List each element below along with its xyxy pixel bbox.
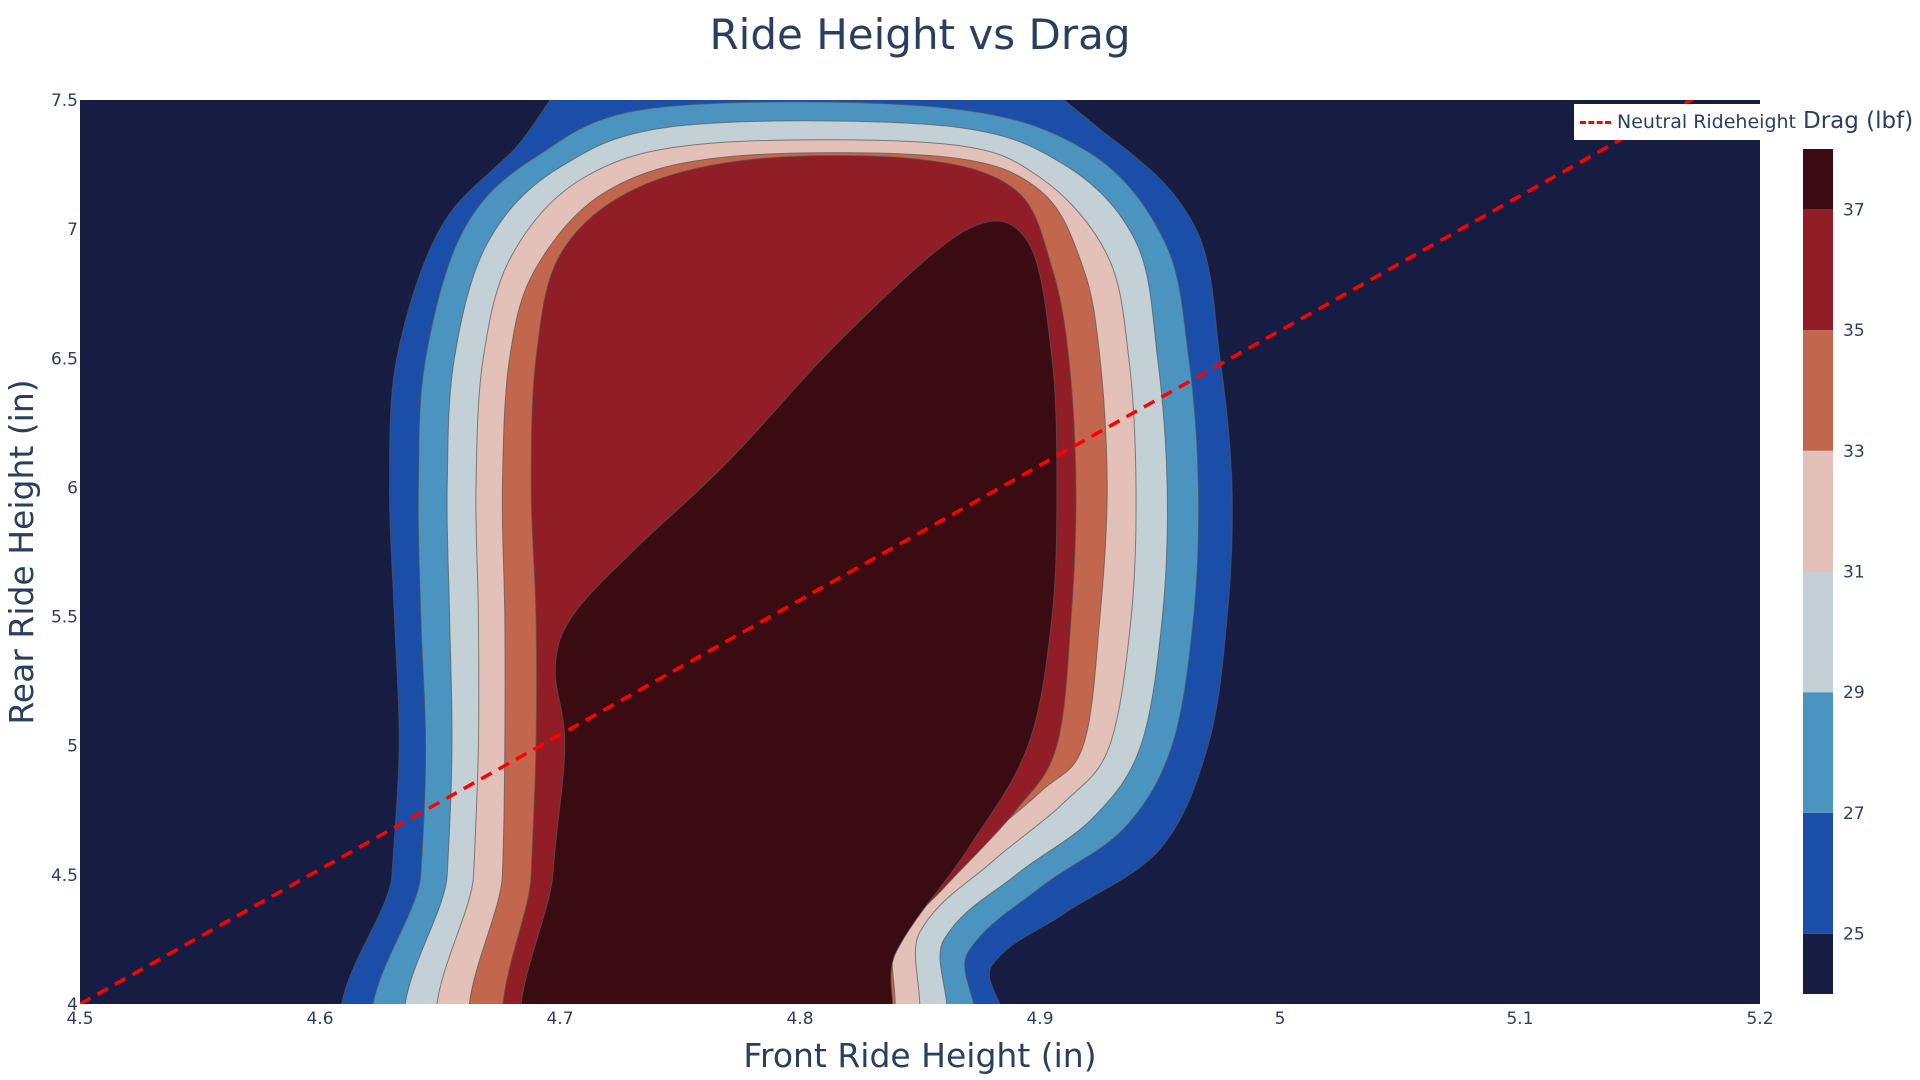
legend-label-neutral-rideheight: Neutral Rideheight — [1617, 111, 1796, 133]
y-tick-label: 4 — [67, 995, 78, 1015]
colorbar — [1803, 149, 1833, 994]
colorbar-tick-label: 35 — [1843, 321, 1865, 341]
colorbar-tick-label: 33 — [1843, 442, 1865, 462]
x-axis-ticks: 4.5 4.6 4.7 4.8 4.9 5 5.1 5.2 — [66, 1009, 1773, 1029]
y-tick-label: 6.5 — [51, 349, 78, 369]
x-tick-label: 4.5 — [66, 1009, 93, 1029]
colorbar-tick-label: 31 — [1843, 563, 1865, 583]
y-tick-label: 5.5 — [51, 608, 78, 628]
series-line-neutral-rideheight — [80, 100, 1695, 1004]
colorbar-band-29 — [1803, 571, 1833, 693]
x-tick-label: 5 — [1275, 1009, 1286, 1029]
contour-layer — [341, 100, 1233, 1004]
x-tick-label: 4.6 — [306, 1009, 333, 1029]
colorbar-band-25 — [1803, 812, 1833, 934]
y-axis-ticks: 4 4.5 5 5.5 6 6.5 7 7.5 — [51, 91, 78, 1015]
series-layer — [80, 100, 1695, 1004]
x-tick-label: 4.8 — [786, 1009, 813, 1029]
colorbar-tick-label: 27 — [1843, 804, 1865, 824]
x-tick-label: 4.9 — [1026, 1009, 1053, 1029]
y-tick-label: 4.5 — [51, 866, 78, 886]
chart-title: Ride Height vs Drag — [709, 10, 1131, 59]
colorbar-ticks: 25 27 29 31 33 35 37 — [1843, 200, 1865, 944]
y-axis-title: Rear Ride Height (in) — [2, 379, 41, 725]
colorbar-band-31 — [1803, 450, 1833, 572]
colorbar-band-37 — [1803, 149, 1833, 210]
x-axis-title: Front Ride Height (in) — [743, 1036, 1097, 1075]
colorbar-band-35 — [1803, 209, 1833, 331]
x-tick-label: 5.2 — [1746, 1009, 1773, 1029]
x-tick-label: 4.7 — [546, 1009, 573, 1029]
legend-dashed-line-icon — [1580, 120, 1612, 124]
colorbar-band-33 — [1803, 330, 1833, 451]
y-tick-label: 7 — [67, 220, 78, 240]
colorbar-tick-label: 37 — [1843, 200, 1865, 220]
colorbar-tick-label: 29 — [1843, 683, 1865, 703]
colorbar-band-27 — [1803, 692, 1833, 813]
colorbar-band-24 — [1803, 933, 1833, 994]
colorbar-title: Drag (lbf) — [1803, 108, 1914, 134]
contour-region-37 — [520, 220, 1058, 1004]
legend[interactable]: Neutral Rideheight — [1574, 104, 1796, 140]
colorbar-tick-label: 25 — [1843, 925, 1865, 945]
y-tick-label: 5 — [67, 737, 78, 757]
y-tick-label: 7.5 — [51, 91, 78, 111]
x-tick-label: 5.1 — [1506, 1009, 1533, 1029]
y-tick-label: 6 — [67, 478, 78, 498]
